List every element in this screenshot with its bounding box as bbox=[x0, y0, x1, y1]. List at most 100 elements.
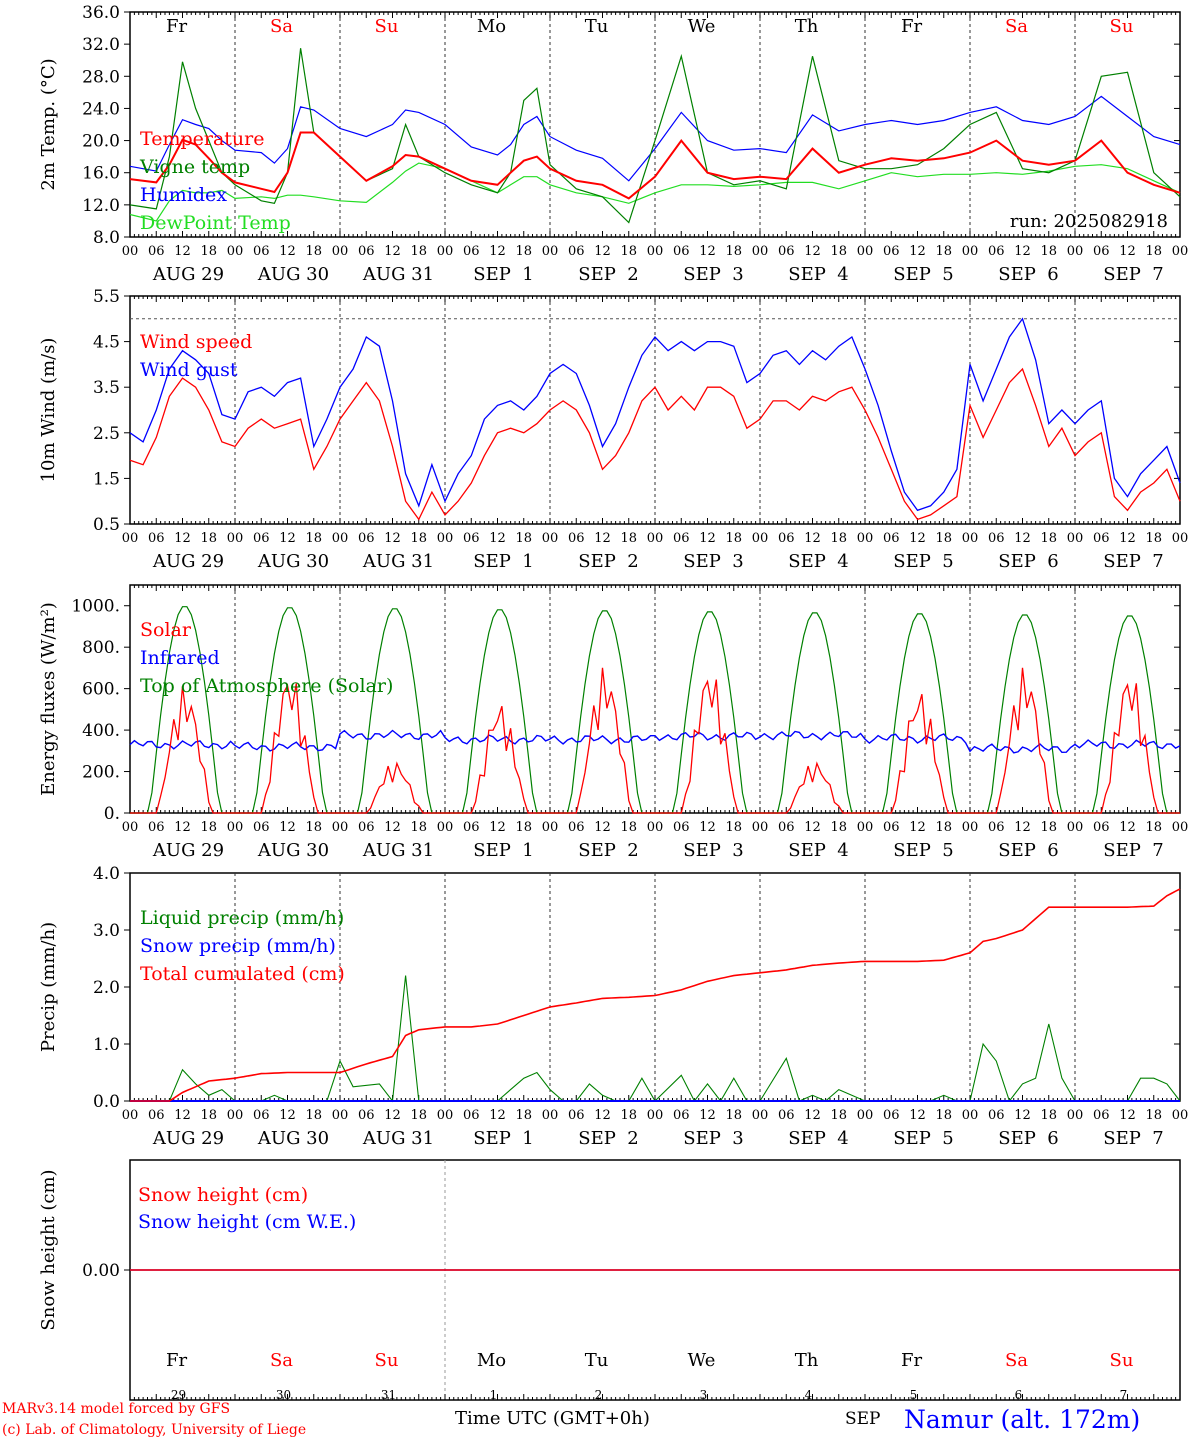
legend-red: Wind speed bbox=[140, 331, 252, 353]
legend-blue: Wind gust bbox=[140, 359, 238, 381]
hour-label: 12 bbox=[1014, 531, 1031, 546]
hour-label: 18 bbox=[1040, 244, 1057, 259]
hour-label: 00 bbox=[962, 531, 979, 546]
hour-label: 12 bbox=[804, 244, 821, 259]
weekday-label: Mo bbox=[477, 16, 506, 37]
run-label: run: 2025082918 bbox=[1010, 211, 1168, 232]
hour-label: 00 bbox=[122, 531, 139, 546]
date-label: SEP 3 bbox=[683, 551, 743, 572]
date-label: SEP 6 bbox=[998, 1128, 1058, 1149]
date-label: AUG 30 bbox=[257, 840, 329, 861]
date-label: SEP 5 bbox=[893, 551, 953, 572]
hour-label: 00 bbox=[437, 820, 454, 835]
hour-label: 06 bbox=[988, 531, 1005, 546]
hour-label: 18 bbox=[200, 820, 217, 835]
hour-label: 18 bbox=[515, 1108, 532, 1123]
hour-label: 12 bbox=[594, 1108, 611, 1123]
hour-label: 12 bbox=[1119, 531, 1136, 546]
hour-label: 18 bbox=[1040, 1108, 1057, 1123]
hour-label: 00 bbox=[542, 820, 559, 835]
hour-label: 18 bbox=[935, 244, 952, 259]
hour-label: 00 bbox=[227, 1108, 244, 1123]
date-label: SEP 4 bbox=[788, 264, 848, 285]
hour-label: 12 bbox=[174, 1108, 191, 1123]
weekday-label: Su bbox=[1110, 16, 1134, 37]
hour-label: 00 bbox=[857, 1108, 874, 1123]
hour-label: 00 bbox=[437, 244, 454, 259]
hour-label: 18 bbox=[305, 820, 322, 835]
hour-label: 12 bbox=[804, 820, 821, 835]
hour-label: 12 bbox=[909, 531, 926, 546]
hour-label: 00 bbox=[752, 244, 769, 259]
weekday-label: Sa bbox=[270, 16, 293, 37]
hour-label: 06 bbox=[988, 820, 1005, 835]
hour-label: 18 bbox=[830, 244, 847, 259]
y-tick-label: 24.0 bbox=[82, 99, 120, 119]
hour-label: 12 bbox=[384, 1108, 401, 1123]
hour-label: 18 bbox=[200, 1108, 217, 1123]
hour-label: 12 bbox=[174, 820, 191, 835]
hour-label: 00 bbox=[122, 820, 139, 835]
hour-label: 18 bbox=[305, 1108, 322, 1123]
legend-red: Solar bbox=[140, 619, 192, 641]
day-number-label: 6 bbox=[1015, 1388, 1023, 1402]
hour-label: 18 bbox=[410, 244, 427, 259]
date-label: AUG 31 bbox=[362, 551, 434, 572]
hour-label: 06 bbox=[1093, 820, 1110, 835]
hour-label: 12 bbox=[279, 531, 296, 546]
weekday-label: Mo bbox=[477, 1350, 506, 1371]
hour-label: 00 bbox=[1172, 244, 1189, 259]
hour-label: 12 bbox=[279, 1108, 296, 1123]
hour-label: 06 bbox=[988, 1108, 1005, 1123]
hour-label: 00 bbox=[962, 1108, 979, 1123]
hour-label: 12 bbox=[384, 531, 401, 546]
hour-label: 12 bbox=[279, 820, 296, 835]
hour-label: 00 bbox=[647, 820, 664, 835]
hour-label: 06 bbox=[253, 1108, 270, 1123]
legend-green: Top of Atmosphere (Solar) bbox=[140, 675, 393, 697]
model-credit: MARv3.14 model forced by GFS bbox=[2, 1401, 230, 1417]
hour-label: 00 bbox=[1067, 531, 1084, 546]
hour-label: 18 bbox=[200, 531, 217, 546]
series-liquid-precip bbox=[130, 975, 1181, 1103]
hour-label: 00 bbox=[122, 1108, 139, 1123]
date-label: AUG 29 bbox=[152, 1128, 224, 1149]
date-label: AUG 30 bbox=[257, 1128, 329, 1149]
legend-red: Snow height (cm) bbox=[138, 1184, 308, 1206]
hour-label: 00 bbox=[857, 531, 874, 546]
day-number-label: 1 bbox=[490, 1388, 498, 1402]
date-label: SEP 1 bbox=[473, 264, 533, 285]
date-label: SEP 3 bbox=[683, 840, 743, 861]
hour-label: 12 bbox=[909, 1108, 926, 1123]
date-label: SEP 4 bbox=[788, 551, 848, 572]
weekday-label: Fr bbox=[901, 1350, 922, 1371]
hour-label: 06 bbox=[673, 244, 690, 259]
hour-label: 06 bbox=[883, 820, 900, 835]
hour-label: 00 bbox=[752, 820, 769, 835]
hour-label: 12 bbox=[174, 531, 191, 546]
hour-label: 12 bbox=[699, 531, 716, 546]
y-tick-label: 3.5 bbox=[93, 378, 120, 398]
hour-label: 00 bbox=[227, 531, 244, 546]
hour-label: 06 bbox=[148, 531, 165, 546]
date-label: SEP 2 bbox=[578, 840, 638, 861]
hour-label: 06 bbox=[778, 244, 795, 259]
hour-label: 12 bbox=[699, 244, 716, 259]
series-dewpoint-temp bbox=[129, 162, 1181, 222]
hour-label: 12 bbox=[909, 820, 926, 835]
hour-label: 18 bbox=[200, 244, 217, 259]
hour-label: 12 bbox=[594, 820, 611, 835]
y-tick-label: 1000. bbox=[71, 597, 120, 617]
date-label: SEP 5 bbox=[893, 1128, 953, 1149]
day-number-label: 3 bbox=[700, 1388, 708, 1402]
day-number-label: 31 bbox=[381, 1388, 396, 1402]
hour-label: 00 bbox=[857, 244, 874, 259]
hour-label: 12 bbox=[1119, 1108, 1136, 1123]
y-tick-label: 0.00 bbox=[82, 1261, 120, 1281]
weekday-label: Su bbox=[1110, 1350, 1134, 1371]
y-axis-label: 2m Temp. (°C) bbox=[38, 58, 59, 190]
weekday-label: Sa bbox=[270, 1350, 293, 1371]
day-number-label: 30 bbox=[276, 1388, 291, 1402]
